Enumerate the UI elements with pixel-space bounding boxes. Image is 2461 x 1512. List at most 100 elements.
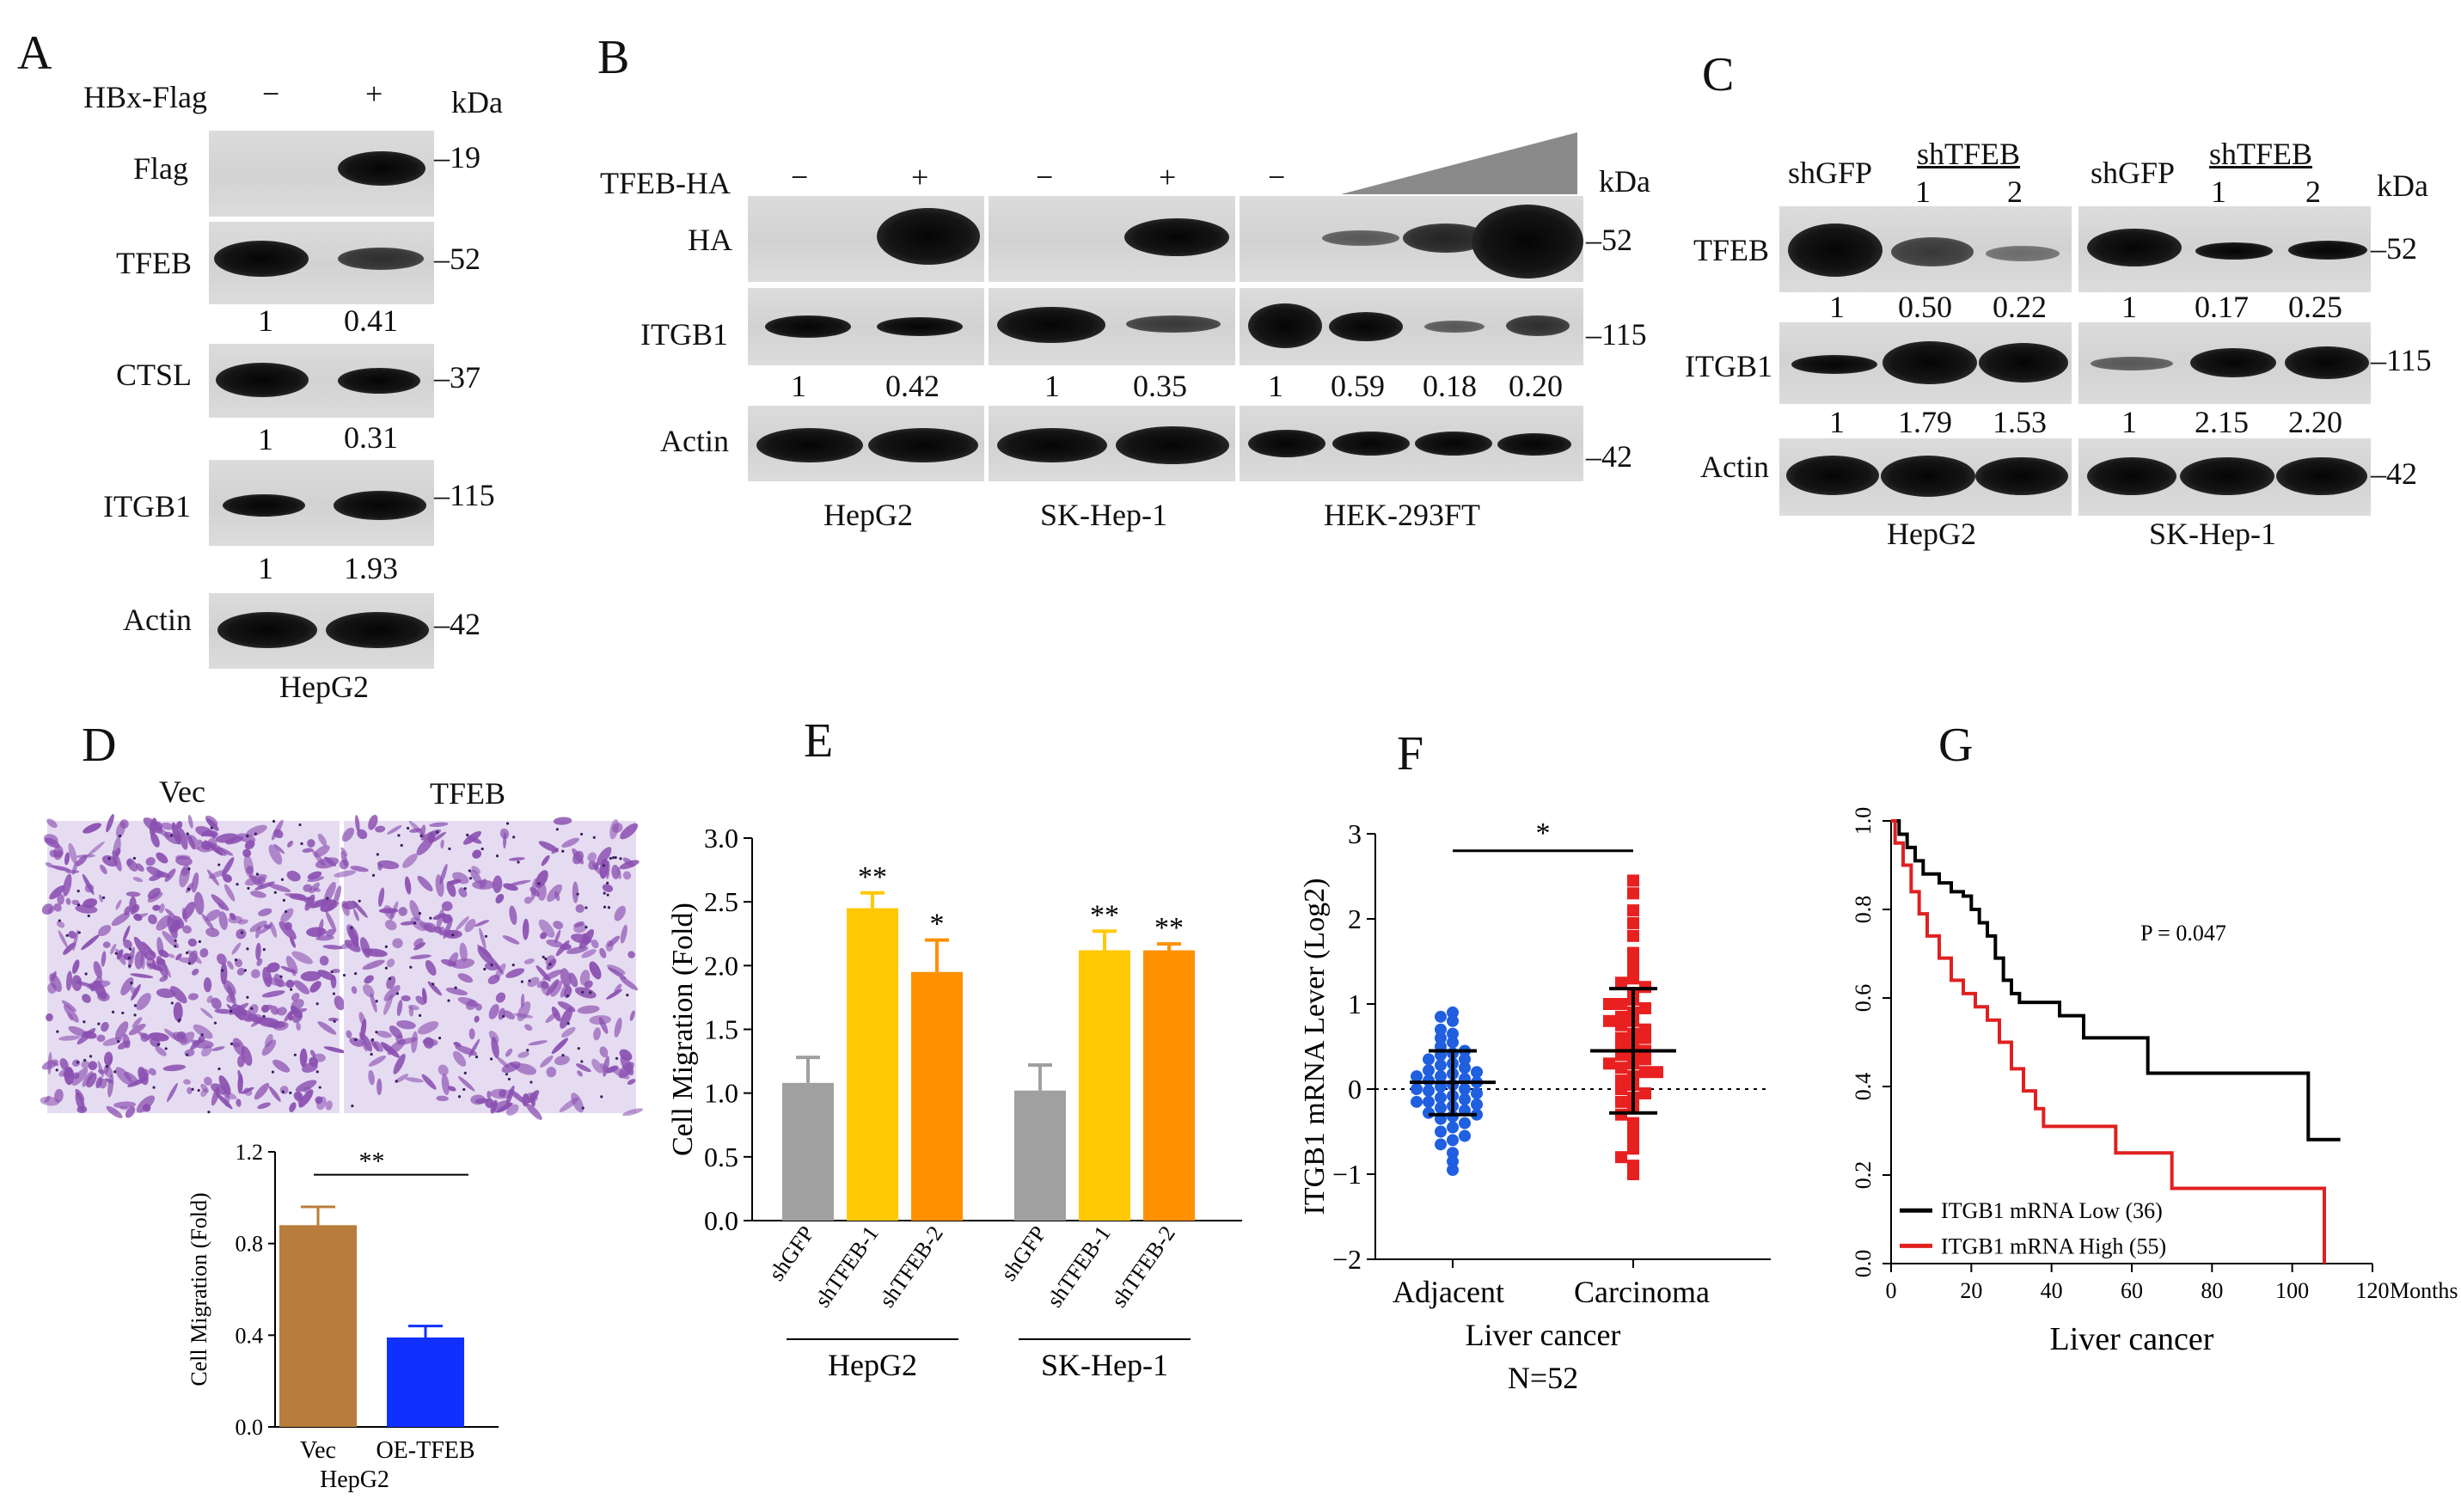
membrane-pore xyxy=(105,1065,109,1068)
y-axis-label: Cell Migration (Fold) xyxy=(667,903,699,1156)
stained-cell xyxy=(93,961,102,979)
group-label: SK-Hep-1 xyxy=(1041,1348,1168,1382)
band xyxy=(2195,242,2273,260)
stained-cell xyxy=(68,1025,88,1038)
stained-cell xyxy=(358,1031,368,1052)
stained-cell xyxy=(505,1048,513,1057)
stained-cell xyxy=(432,913,446,921)
membrane-pore xyxy=(375,1000,378,1003)
stained-cell xyxy=(156,852,168,864)
stained-cell xyxy=(114,1021,129,1040)
stained-cell xyxy=(104,1056,113,1075)
membrane-pore xyxy=(290,988,293,991)
membrane-pore xyxy=(169,834,174,837)
group-label: HepG2 xyxy=(828,1348,917,1382)
band xyxy=(1497,433,1571,456)
stained-cell xyxy=(271,819,284,841)
stained-cell xyxy=(431,831,447,843)
stained-cell xyxy=(129,896,137,915)
data-point xyxy=(1447,1027,1459,1040)
data-point xyxy=(1627,887,1639,900)
c-sh-1: shTFEB xyxy=(1917,137,2021,171)
y-tick-label: 0.6 xyxy=(1851,984,1876,1013)
membrane-pore xyxy=(481,847,484,851)
stained-cell xyxy=(572,881,579,903)
stained-cell xyxy=(536,964,551,982)
membrane-pore xyxy=(333,1019,336,1023)
stained-cell xyxy=(349,1038,364,1047)
stained-cell xyxy=(525,1092,538,1103)
stained-cell xyxy=(173,1001,183,1022)
stained-cell xyxy=(255,942,261,961)
stained-cell xyxy=(620,823,639,840)
stained-cell xyxy=(459,942,468,962)
stained-cell xyxy=(193,891,205,915)
membrane-pore xyxy=(468,869,471,872)
stained-cell xyxy=(517,1051,530,1058)
data-point xyxy=(1423,1084,1435,1097)
c-tfeb-quant-2b: 0.17 xyxy=(2195,290,2249,324)
stained-cell xyxy=(491,1100,511,1113)
data-point xyxy=(1411,1095,1423,1108)
stained-cell xyxy=(99,894,103,903)
y-tick-label: 0.2 xyxy=(1851,1161,1876,1190)
data-point xyxy=(1615,1095,1627,1108)
stained-cell xyxy=(317,1021,337,1035)
stained-cell xyxy=(457,1076,475,1092)
stained-cell xyxy=(446,880,456,897)
stained-cell xyxy=(131,983,141,1001)
membrane-pore xyxy=(326,897,329,900)
c-control-1: shGFP xyxy=(1788,156,1873,190)
stained-cell xyxy=(158,903,165,914)
stained-cell xyxy=(488,1031,499,1044)
stained-cell xyxy=(82,1071,94,1087)
stained-cell xyxy=(411,1031,418,1054)
a-quant-itgb1-1: 1 xyxy=(258,551,273,585)
stained-cell xyxy=(383,984,401,1001)
a-marker-actin: –42 xyxy=(434,607,481,641)
membrane-pore xyxy=(113,1070,117,1074)
membrane-pore xyxy=(298,823,302,827)
stained-cell xyxy=(409,900,420,921)
stained-cell xyxy=(249,921,267,933)
stained-cell xyxy=(448,1086,456,1092)
stained-cell xyxy=(530,878,537,901)
membrane-pore xyxy=(300,842,303,846)
stained-cell xyxy=(122,925,131,942)
band xyxy=(2180,457,2274,495)
stained-cell xyxy=(126,859,138,872)
membrane-pore xyxy=(246,947,249,951)
membrane-pore xyxy=(457,1095,462,1099)
a-row-flag-label: Flag xyxy=(133,151,189,186)
stained-cell xyxy=(261,990,285,998)
stained-cell xyxy=(58,1068,70,1077)
stained-cell xyxy=(317,833,328,847)
stained-cell xyxy=(248,1004,259,1016)
stained-cell xyxy=(245,824,267,837)
data-point xyxy=(1459,1062,1471,1074)
c-blot-actin-hepg2 xyxy=(1779,438,2072,516)
stained-cell xyxy=(607,964,626,975)
stained-cell xyxy=(132,877,144,883)
membrane-pore xyxy=(548,963,552,966)
c-itgb1-quant-1c: 1.53 xyxy=(1993,405,2047,439)
stained-cell xyxy=(298,1089,314,1108)
data-point xyxy=(1459,1117,1471,1129)
stained-cell xyxy=(47,982,57,995)
stained-cell xyxy=(267,883,291,892)
panel-label-g: G xyxy=(1938,719,1974,772)
y-tick-label: 0 xyxy=(1348,1074,1362,1105)
membrane-pore xyxy=(520,980,523,983)
stained-cell xyxy=(560,984,568,998)
membrane-pore xyxy=(463,1071,467,1075)
b-blot-actin-hepg2 xyxy=(748,406,984,481)
b-cell-line-3: HEK-293FT xyxy=(1324,498,1480,532)
y-tick-label: 2 xyxy=(1348,903,1362,934)
a-row-itgb1-label: ITGB1 xyxy=(103,489,191,523)
data-point xyxy=(1603,1057,1615,1070)
c-row-tfeb-label: TFEB xyxy=(1693,233,1770,267)
c-cell-line-1: HepG2 xyxy=(1887,517,1976,551)
stained-cell xyxy=(326,928,335,937)
b-quant-2: 0.42 xyxy=(885,369,940,403)
stained-cell xyxy=(323,1046,346,1054)
